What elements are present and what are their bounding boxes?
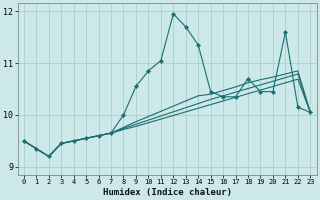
X-axis label: Humidex (Indice chaleur): Humidex (Indice chaleur) (103, 188, 232, 197)
